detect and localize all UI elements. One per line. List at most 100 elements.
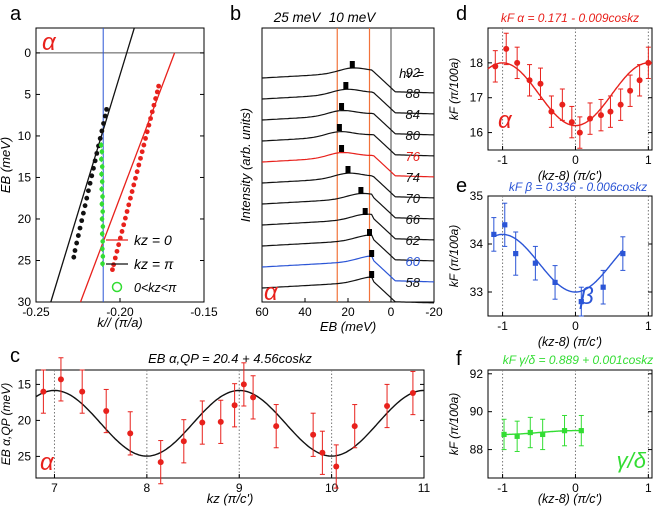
edc-curve-74	[261, 172, 435, 199]
data-point	[561, 428, 568, 434]
panel-label: c	[10, 345, 20, 367]
edc-curve-80	[261, 130, 435, 157]
band-label: γ/δ	[617, 448, 647, 473]
data-point-green	[100, 239, 105, 244]
data-point	[319, 449, 326, 456]
x-axis-label: (kz-8) (π/c')	[538, 169, 602, 183]
legend-marker-green	[111, 281, 123, 293]
y-tick-label: 15	[18, 170, 32, 184]
data-point-black	[82, 203, 88, 209]
panel-title: EB α,QP = 20.4 + 4.56coskz	[148, 351, 312, 366]
data-point	[491, 231, 497, 237]
panel-a-frame	[35, 27, 205, 303]
data-point	[384, 403, 391, 409]
data-point-black	[75, 233, 81, 238]
data-point-green	[99, 171, 104, 177]
panel-f-plot: 88 90 92 -1 0 1 kF γ/δ = 0.889 + 0.001coskz γ/δ…	[447, 348, 653, 506]
panel-label: d	[456, 3, 467, 25]
y-axis-label: EB α,QP (meV)	[0, 383, 13, 465]
x-tick-label: 0	[572, 481, 579, 495]
band-label: β	[579, 283, 594, 310]
peak-marker	[345, 166, 351, 173]
data-point	[576, 129, 583, 136]
hv-label: 62	[406, 233, 421, 248]
data-point	[636, 77, 643, 84]
data-point	[514, 59, 521, 66]
data-point-red	[114, 248, 120, 254]
data-point-green	[98, 142, 104, 148]
x-axis-label: EB (meV)	[320, 319, 376, 334]
y-axis-label: kF (π/100a)	[447, 58, 461, 121]
panel-title: kF α = 0.171 - 0.009coskz	[501, 11, 639, 25]
x-tick-label: -1	[497, 153, 508, 167]
data-point	[514, 433, 520, 439]
data-point	[578, 299, 584, 305]
data-point-black	[71, 254, 77, 260]
data-point-black	[91, 165, 96, 171]
data-point-green	[100, 254, 106, 259]
y-tick-label: 16	[470, 126, 484, 140]
hv-label: 66	[406, 212, 421, 227]
data-point	[180, 438, 187, 445]
panel-b: 60 40 20 0 -20 92 88 84 80 76 74 70 66 62 60 58 hν = 25 m…	[230, 3, 443, 334]
data-point	[79, 388, 86, 395]
panel-title: kF β = 0.336 - 0.006coskz	[509, 180, 647, 194]
data-point-red	[148, 116, 153, 121]
y-tick-label: 92	[470, 367, 484, 381]
data-point	[250, 394, 257, 401]
data-point-red	[131, 182, 137, 188]
data-point	[231, 402, 238, 409]
y-tick-label: 33	[470, 285, 484, 299]
data-point-black	[99, 128, 105, 134]
data-point	[537, 80, 544, 87]
data-point-red	[128, 195, 133, 201]
x-axis-label: (kz-8) (π/c')	[538, 492, 602, 506]
x-tick-label: -0.15	[190, 305, 218, 319]
data-point	[157, 459, 164, 466]
data-point-green	[99, 164, 105, 169]
data-point	[501, 431, 507, 438]
x-tick-label: 1	[645, 153, 652, 167]
y-tick-label: 34	[470, 237, 484, 251]
panel-c-plot: 15 20 25 7 8 9 10 11 EB α,QP = 20.4 + 4.56coskz α…	[0, 345, 431, 506]
legend-label: 0<kz<π	[134, 281, 177, 295]
data-point-black	[86, 188, 91, 194]
x-tick-label: 11	[418, 481, 431, 495]
data-point-black	[89, 173, 95, 179]
panel-f: 88 90 92 -1 0 1 kF γ/δ = 0.889 + 0.001coskz γ/δ…	[447, 348, 653, 506]
y-tick-label: 90	[470, 405, 484, 419]
y-axis-label: EB (meV)	[0, 137, 13, 193]
panel-a-plot: 0 5 10 15 20 25 30-0.25 -0.20 -0.15 kz = 0 kz = π 0…	[0, 3, 218, 330]
fit-line-black	[50, 27, 135, 303]
panel-label: e	[456, 175, 467, 197]
peak-marker	[343, 82, 349, 89]
data-point	[351, 423, 358, 430]
data-point-black	[97, 136, 103, 141]
data-point-red	[116, 242, 122, 248]
data-point-black	[87, 180, 93, 186]
panel-c: 15 20 25 7 8 9 10 11 EB α,QP = 20.4 + 4.56coskz α…	[0, 345, 431, 506]
data-point	[548, 108, 555, 115]
band-label: α	[498, 107, 513, 134]
data-point	[559, 101, 566, 108]
data-point	[503, 45, 510, 52]
x-axis-label: kz (π/c')	[207, 491, 254, 506]
edc-curve-70	[261, 192, 435, 220]
data-point-red	[136, 162, 142, 168]
hv-label: 92	[406, 65, 421, 80]
data-point-green	[100, 209, 105, 214]
data-point	[600, 284, 606, 290]
data-point-black	[77, 225, 83, 231]
legend-label: kz = π	[134, 256, 174, 272]
data-point-red	[144, 129, 150, 135]
data-point-black	[74, 240, 80, 246]
data-point-red	[156, 83, 162, 89]
y-tick-label: 25	[18, 449, 32, 463]
x-tick-label: 8	[144, 481, 151, 495]
panel-f-frame	[487, 369, 653, 479]
data-point-green	[99, 149, 105, 155]
panel-e: 33 34 35 -1 0 1 kF β = 0.336 - 0.006coskz β e kF …	[447, 175, 653, 349]
panel-d: 16 17 18 -1 0 1 kF α = 0.171 - 0.009coskz α d kF …	[447, 3, 653, 183]
data-point-red	[117, 235, 123, 241]
y-tick-label: 30	[18, 295, 32, 309]
